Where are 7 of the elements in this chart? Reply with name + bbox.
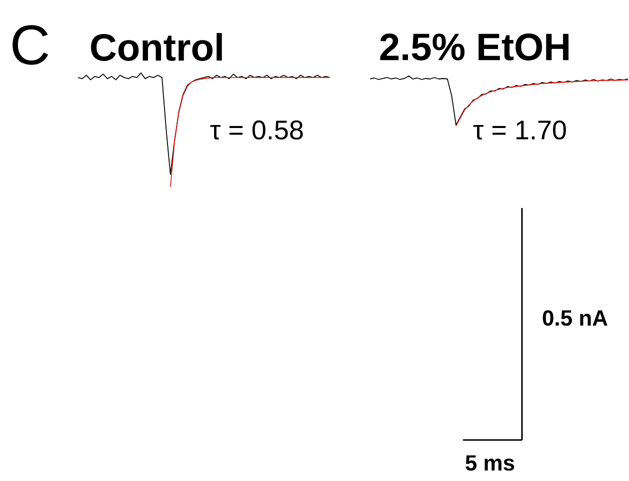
chart-title: Control bbox=[91, 33, 222, 61]
text: 5 ms bbox=[466, 455, 514, 471]
annotation: τ = 0.58 bbox=[210, 120, 303, 140]
text: C bbox=[12, 25, 48, 65]
text: 0.5 nA bbox=[542, 310, 608, 326]
annotation: τ = 1.70 bbox=[473, 120, 566, 140]
chart-title: 2.5% EtOH bbox=[380, 34, 568, 60]
